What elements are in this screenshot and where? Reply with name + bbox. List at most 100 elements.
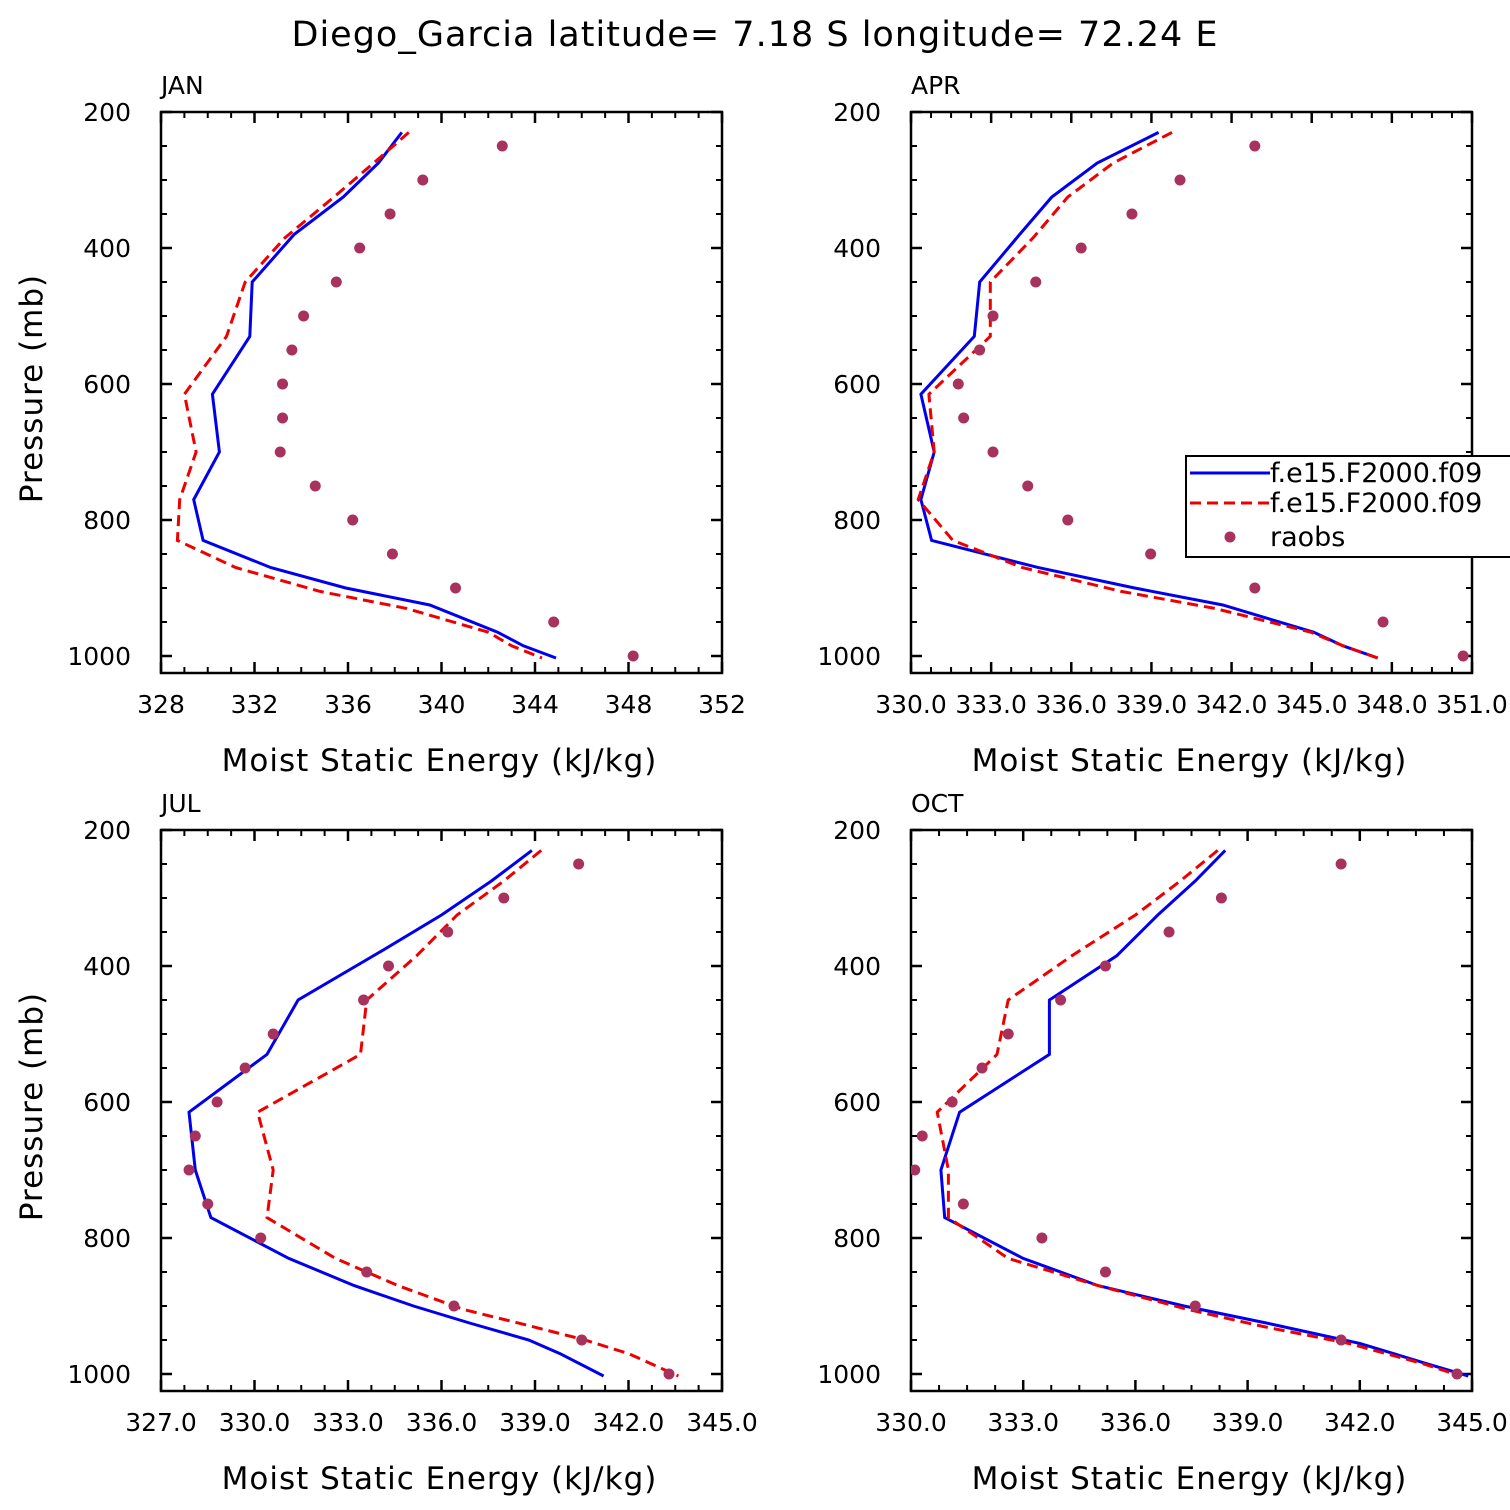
raobs-point [1002,1028,1014,1040]
figure-title: Diego_Garcia latitude= 7.18 S longitude=… [292,15,1219,55]
raobs-point [347,514,359,526]
raobs-point [573,858,585,870]
x-tick-label: 342.0 [593,1408,665,1437]
x-tick-label: 344 [511,690,559,719]
x-tick-label: 330.0 [875,1408,947,1437]
raobs-point [976,1062,988,1074]
raobs-point [1249,140,1261,152]
x-tick-label: 345.0 [1436,1408,1508,1437]
raobs-point [386,548,398,560]
panel-label: APR [911,71,961,100]
raobs-point [1457,650,1469,662]
raobs-point [1099,1266,1111,1278]
raobs-point [330,276,342,288]
raobs-point [1335,1334,1347,1346]
y-tick-label: 600 [83,1088,131,1117]
x-tick-label: 348 [605,690,653,719]
raobs-point [309,480,321,492]
panel-apr: 330.0 333.0 336.0 339.0 342.0 345.0 348.0 351.0… [817,71,1507,779]
x-tick-label: 336.0 [1035,690,1107,719]
raobs-point [916,1130,928,1142]
raobs-point [1022,480,1034,492]
y-axis-title: Pressure (mb) [14,274,50,503]
y-tick-label: 200 [83,816,131,845]
raobs-point [361,1266,373,1278]
model-solid-line [192,131,557,660]
y-tick-label: 200 [833,816,881,845]
model-dashed-line [916,131,1379,660]
y-tick-label: 400 [83,234,131,263]
raobs-point [286,344,298,356]
x-tick-label: 336.0 [406,1408,478,1437]
raobs-point [267,1028,279,1040]
y-tick-label: 1000 [817,642,881,671]
raobs-point [1062,514,1074,526]
model-solid-line [187,849,605,1378]
raobs-point [1126,208,1138,220]
y-tick-label: 800 [833,1224,881,1253]
panel-oct: 330.0 333.0 336.0 339.0 342.0 345.0 200 400 600 8… [817,789,1507,1497]
model-dashed-line [255,849,680,1378]
legend-label: f.e15.F2000.f09 [1270,488,1482,519]
raobs-point [298,310,310,322]
y-tick-label: 200 [833,98,881,127]
x-tick-label: 345.0 [1276,690,1348,719]
x-tick-label: 332 [231,690,279,719]
y-tick-label: 400 [833,234,881,263]
panel-label: OCT [911,789,964,818]
x-tick-label: 330.0 [219,1408,291,1437]
raobs-point [442,926,454,938]
series-group [183,849,680,1380]
series-group [916,131,1469,662]
raobs-point [1335,858,1347,870]
x-tick-label: 330.0 [875,690,947,719]
raobs-point [627,650,639,662]
panel-label: JAN [159,71,204,100]
raobs-point [417,174,429,186]
raobs-point [450,582,462,594]
raobs-point [946,1096,958,1108]
raobs-point [183,1164,195,1176]
raobs-point [384,208,396,220]
y-tick-label: 400 [833,952,881,981]
series-group [911,849,1469,1380]
y-tick-label: 1000 [67,1360,131,1389]
raobs-point [239,1062,251,1074]
raobs-point [1451,1368,1463,1380]
raobs-point [211,1096,223,1108]
model-dashed-line [935,849,1462,1378]
raobs-point [354,242,366,254]
raobs-point [1075,242,1087,254]
raobs-point [548,616,560,628]
raobs-point [576,1334,588,1346]
raobs-point [189,1130,201,1142]
raobs-point [958,412,970,424]
legend-marker [1224,531,1236,543]
raobs-point [1249,582,1261,594]
raobs-point [1215,892,1227,904]
x-tick-label: 345.0 [686,1408,758,1437]
y-tick-label: 800 [833,506,881,535]
raobs-point [496,140,508,152]
x-tick-label: 333.0 [987,1408,1059,1437]
raobs-point [498,892,510,904]
x-tick-label: 328 [137,690,185,719]
raobs-point [663,1368,675,1380]
raobs-point [1055,994,1067,1006]
y-tick-label: 400 [83,952,131,981]
x-tick-label: 336 [324,690,372,719]
y-axis-title: Pressure (mb) [14,992,50,1221]
x-tick-label: 333.0 [955,690,1027,719]
x-tick-label: 348.0 [1356,690,1428,719]
legend-label: f.e15.F2000.f09 [1270,458,1482,489]
raobs-point [277,412,289,424]
x-tick-label: 342.0 [1196,690,1268,719]
raobs-point [1036,1232,1048,1244]
x-axis-title: Moist Static Energy (kJ/kg) [972,743,1408,779]
x-axis-title: Moist Static Energy (kJ/kg) [222,1461,658,1497]
raobs-point [1189,1300,1201,1312]
x-tick-label: 339.0 [1212,1408,1284,1437]
model-solid-line [939,849,1469,1378]
